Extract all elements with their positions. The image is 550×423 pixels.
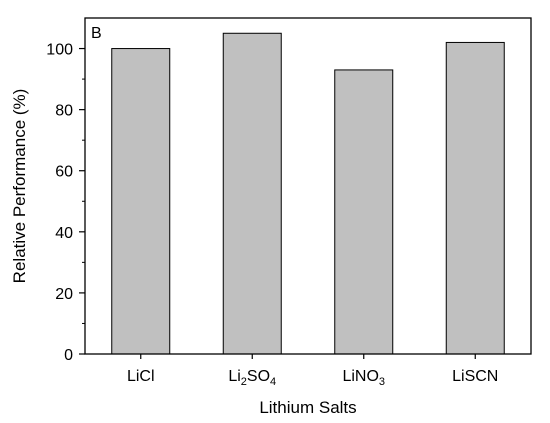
y-tick-label: 40 (55, 225, 73, 242)
labels-layer: B Lithium Salts Relative Performance (%) (10, 25, 357, 417)
x-axis-label: Lithium Salts (259, 398, 356, 417)
x-tick-label-lino3: LiNO3 (342, 368, 385, 388)
x-tick-label-li2so4: Li2SO4 (228, 368, 276, 388)
x-tick-label-licl: LiCl (127, 368, 155, 385)
plot-frame (84, 17, 532, 355)
bar-licl (111, 48, 171, 355)
bar-li2so4 (222, 32, 282, 355)
x-tick-label-liscn: LiSCN (452, 368, 498, 385)
bars-layer (111, 32, 505, 355)
panel-label: B (91, 25, 102, 42)
bar-lino3 (334, 69, 394, 355)
y-tick-label: 100 (46, 42, 73, 59)
y-tick-label: 80 (55, 103, 73, 120)
ticks-layer: LiCl Li2SO4 LiNO3 LiSCN 0 20 40 60 80 100 (46, 42, 498, 388)
y-tick-label: 20 (55, 286, 73, 303)
bar-liscn (445, 41, 505, 355)
y-tick-label: 60 (55, 164, 73, 181)
y-axis-label: Relative Performance (%) (10, 89, 29, 284)
y-tick-label: 0 (64, 347, 73, 364)
